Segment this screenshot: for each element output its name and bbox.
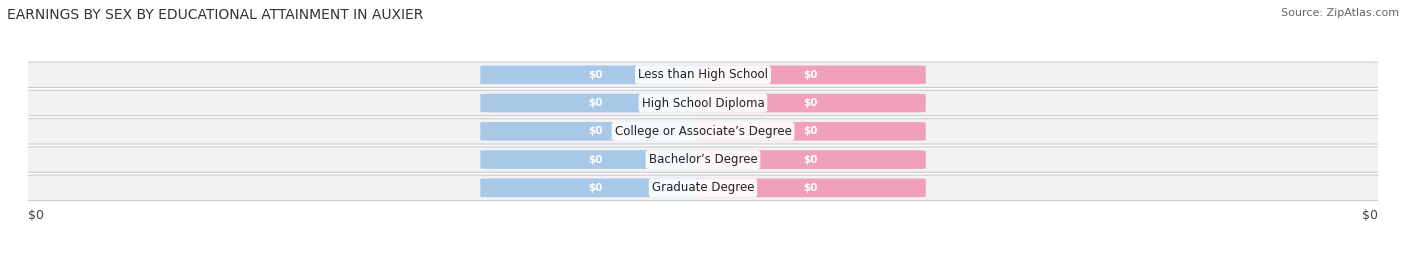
Text: $0: $0 [804, 183, 818, 193]
Text: Less than High School: Less than High School [638, 68, 768, 81]
Text: $0: $0 [588, 70, 602, 80]
Text: $0: $0 [588, 155, 602, 165]
Text: $0: $0 [804, 98, 818, 108]
Text: $0: $0 [804, 155, 818, 165]
FancyBboxPatch shape [481, 65, 710, 84]
Text: $0: $0 [1362, 209, 1378, 222]
Text: $0: $0 [588, 126, 602, 136]
FancyBboxPatch shape [696, 65, 925, 84]
Text: $0: $0 [804, 70, 818, 80]
FancyBboxPatch shape [481, 122, 710, 141]
FancyBboxPatch shape [696, 94, 925, 112]
Text: Bachelor’s Degree: Bachelor’s Degree [648, 153, 758, 166]
Text: College or Associate’s Degree: College or Associate’s Degree [614, 125, 792, 138]
Text: Graduate Degree: Graduate Degree [652, 181, 754, 194]
Text: High School Diploma: High School Diploma [641, 96, 765, 110]
Text: $0: $0 [804, 126, 818, 136]
Text: $0: $0 [28, 209, 44, 222]
FancyBboxPatch shape [8, 175, 1398, 200]
FancyBboxPatch shape [481, 94, 710, 112]
FancyBboxPatch shape [8, 147, 1398, 172]
FancyBboxPatch shape [8, 119, 1398, 144]
FancyBboxPatch shape [696, 122, 925, 141]
FancyBboxPatch shape [481, 178, 710, 197]
FancyBboxPatch shape [696, 150, 925, 169]
Text: EARNINGS BY SEX BY EDUCATIONAL ATTAINMENT IN AUXIER: EARNINGS BY SEX BY EDUCATIONAL ATTAINMEN… [7, 8, 423, 22]
FancyBboxPatch shape [8, 90, 1398, 116]
Text: $0: $0 [588, 183, 602, 193]
FancyBboxPatch shape [8, 62, 1398, 88]
Text: $0: $0 [588, 98, 602, 108]
Text: Source: ZipAtlas.com: Source: ZipAtlas.com [1281, 8, 1399, 18]
FancyBboxPatch shape [481, 150, 710, 169]
FancyBboxPatch shape [696, 178, 925, 197]
